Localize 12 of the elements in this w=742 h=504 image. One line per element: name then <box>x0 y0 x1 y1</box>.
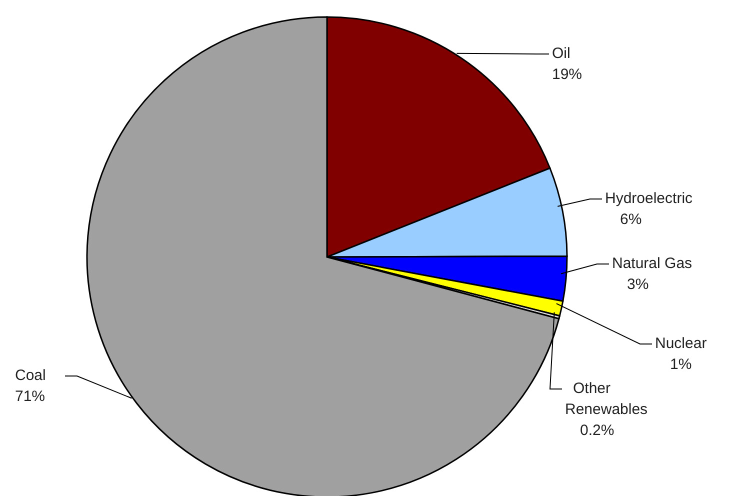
data-label: 6% <box>620 211 642 228</box>
data-label: 0.2% <box>580 422 614 439</box>
data-label: 1% <box>670 356 692 373</box>
slice-label: Hydroelectric <box>605 190 694 207</box>
slice-label: Coal <box>15 367 46 384</box>
slice-label: Oil <box>552 45 570 62</box>
slice-label: Natural Gas <box>612 255 692 272</box>
data-label: 71% <box>15 388 46 405</box>
slice-label: Nuclear <box>655 335 707 352</box>
data-label: 3% <box>627 276 649 293</box>
slice-label: Other Renewables <box>565 380 648 418</box>
data-label: 19% <box>552 66 582 83</box>
